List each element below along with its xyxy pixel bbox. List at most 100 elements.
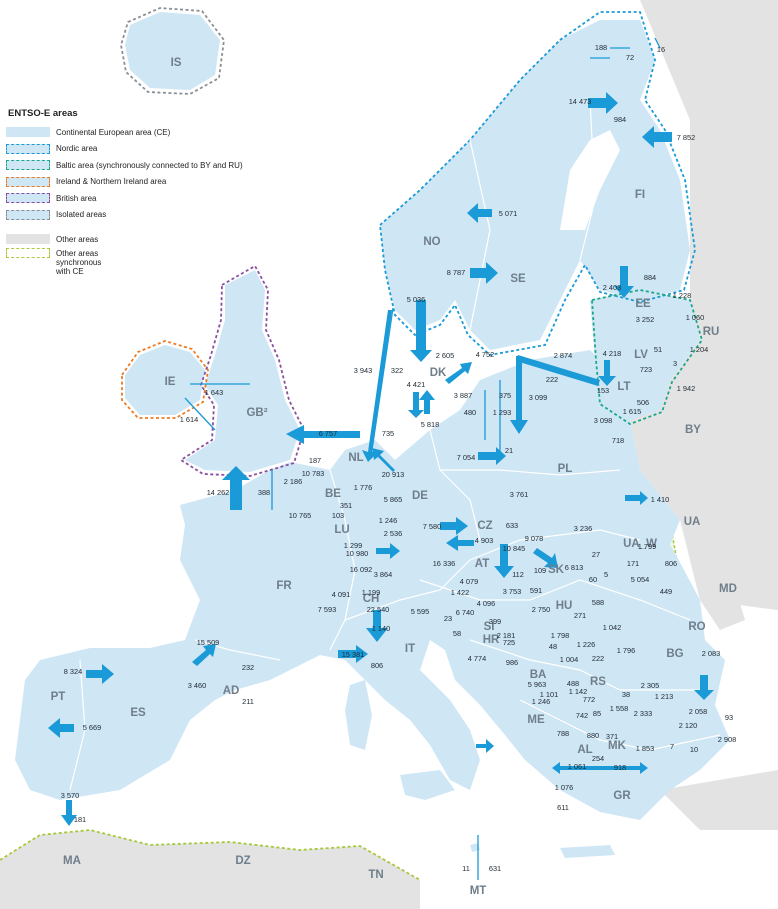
arrow-mark bbox=[419, 390, 435, 414]
flow-value-label: 3 753 bbox=[503, 587, 522, 596]
legend-label: Ireland & Northern Ireland area bbox=[56, 177, 167, 187]
flow-value-label: 7 580 bbox=[423, 522, 442, 531]
arrow-mark bbox=[86, 664, 114, 684]
flow-value-label: 1 776 bbox=[354, 483, 373, 492]
iceland-area-border bbox=[120, 7, 225, 95]
flow-value-label: 2 083 bbox=[702, 649, 721, 658]
legend-label: Isolated areas bbox=[56, 210, 107, 220]
flow-value-label: 15 509 bbox=[197, 638, 220, 647]
flow-value-label: 2 186 bbox=[284, 477, 303, 486]
flow-value-label: 3 252 bbox=[636, 315, 655, 324]
flow-value-label: 14 473 bbox=[569, 97, 592, 106]
flow-value-label: 2 750 bbox=[532, 605, 551, 614]
flow-value-label: 1 799 bbox=[638, 542, 657, 551]
country-label: AL bbox=[577, 744, 592, 756]
flow-value-label: 1 226 bbox=[577, 640, 596, 649]
flow-value-label: 2 908 bbox=[718, 735, 737, 744]
flow-value-label: 85 bbox=[593, 709, 601, 718]
arrow-mark bbox=[48, 718, 74, 738]
legend-swatch bbox=[6, 160, 50, 171]
flow-value-label: 1 101 bbox=[540, 690, 559, 699]
country-label: EE bbox=[635, 298, 651, 310]
flow-value-label: 884 bbox=[644, 273, 656, 282]
arrow-mark bbox=[445, 362, 472, 384]
flow-value-label: 3 864 bbox=[374, 570, 393, 579]
flow-value-label: 788 bbox=[557, 729, 569, 738]
flow-value-label: 1 558 bbox=[610, 704, 629, 713]
flow-value-label: 7 054 bbox=[457, 453, 476, 462]
legend-items: Continental European area (CE) Nordic are… bbox=[6, 124, 306, 223]
baltic-area-border bbox=[591, 289, 703, 426]
flow-value-label: 1 142 bbox=[569, 687, 588, 696]
thin-arrow bbox=[371, 307, 394, 451]
flow-value-label: 7 593 bbox=[318, 605, 337, 614]
arrow-mark bbox=[467, 203, 492, 223]
british-area-border bbox=[179, 264, 305, 477]
legend-item: British area bbox=[6, 190, 306, 207]
border-line bbox=[194, 639, 281, 661]
flow-value-label: 2 120 bbox=[679, 721, 698, 730]
flow-value-label: 375 bbox=[499, 391, 511, 400]
country-label: PT bbox=[51, 691, 66, 703]
country-label: LT bbox=[617, 381, 630, 393]
flow-value-label: 10 765 bbox=[289, 511, 312, 520]
flow-value-label: 27 bbox=[592, 550, 600, 559]
flow-value-label: 488 bbox=[567, 679, 579, 688]
flow-value-label: 10 783 bbox=[302, 469, 325, 478]
legend-label: Baltic area (synchronously connected to … bbox=[56, 160, 243, 170]
flow-value-label: 5 036 bbox=[407, 295, 426, 304]
flow-value-label: 21 bbox=[505, 446, 513, 455]
sardinia-corsica bbox=[345, 680, 372, 750]
flow-value-label: 1 615 bbox=[623, 407, 642, 416]
country-label: SE bbox=[510, 273, 526, 285]
flow-value-label: 6 813 bbox=[565, 563, 584, 572]
arrow-mark bbox=[286, 425, 360, 444]
ireland-area-border bbox=[121, 340, 209, 419]
flow-value-label: 4 752 bbox=[476, 350, 495, 359]
flow-value-label: 15 381 bbox=[342, 650, 365, 659]
flow-value-label: 718 bbox=[612, 436, 624, 445]
arrow-mark bbox=[222, 466, 250, 510]
arrow-mark bbox=[362, 310, 392, 462]
country-label: SI bbox=[484, 621, 495, 633]
flow-value-label: 10 845 bbox=[503, 544, 526, 553]
country-label: RU bbox=[703, 326, 720, 338]
flow-value-label: 1 228 bbox=[673, 291, 692, 300]
arrow-mark bbox=[533, 548, 558, 568]
thin-arrow bbox=[654, 37, 661, 49]
legend-label: Nordic area bbox=[56, 144, 98, 154]
legend-label: Continental European area (CE) bbox=[56, 127, 171, 137]
arrow-mark bbox=[476, 739, 494, 753]
flow-value-label: 735 bbox=[382, 429, 394, 438]
country-label: DZ bbox=[235, 855, 250, 867]
flow-value-label: 6 757 bbox=[319, 429, 338, 438]
flow-value-label: 322 bbox=[391, 366, 403, 375]
flow-value-label: 5 054 bbox=[631, 575, 650, 584]
thin-flow-lines bbox=[184, 37, 661, 880]
border-line bbox=[469, 639, 700, 691]
country-label: LV bbox=[634, 349, 648, 361]
arrow-mark bbox=[614, 266, 634, 298]
flow-value-label: 187 bbox=[309, 456, 321, 465]
flow-value-label: 20 913 bbox=[382, 470, 405, 479]
flow-value-label: 4 903 bbox=[475, 536, 494, 545]
flow-value-label: 3 460 bbox=[188, 681, 207, 690]
flow-value-label: 806 bbox=[665, 559, 677, 568]
flow-value-label: 984 bbox=[614, 115, 626, 124]
flow-value-label: 723 bbox=[640, 365, 652, 374]
country-label: BG bbox=[666, 648, 683, 660]
flow-value-label: 631 bbox=[489, 864, 501, 873]
arrow-mark bbox=[192, 644, 216, 666]
arrow-mark bbox=[642, 126, 672, 148]
flow-value-label: 1 060 bbox=[686, 313, 705, 322]
flow-value-label: 1 042 bbox=[603, 623, 622, 632]
flow-value-label: 93 bbox=[725, 713, 733, 722]
country-label: ES bbox=[130, 707, 146, 719]
flow-value-label: 611 bbox=[557, 803, 569, 812]
continental-europe-land bbox=[15, 350, 730, 820]
country-borders bbox=[69, 99, 721, 791]
flow-value-label: 2 181 bbox=[497, 631, 516, 640]
flow-value-label: 880 bbox=[587, 731, 599, 740]
flow-value-label: 725 bbox=[503, 638, 515, 647]
flow-value-label: 1 061 bbox=[568, 762, 587, 771]
